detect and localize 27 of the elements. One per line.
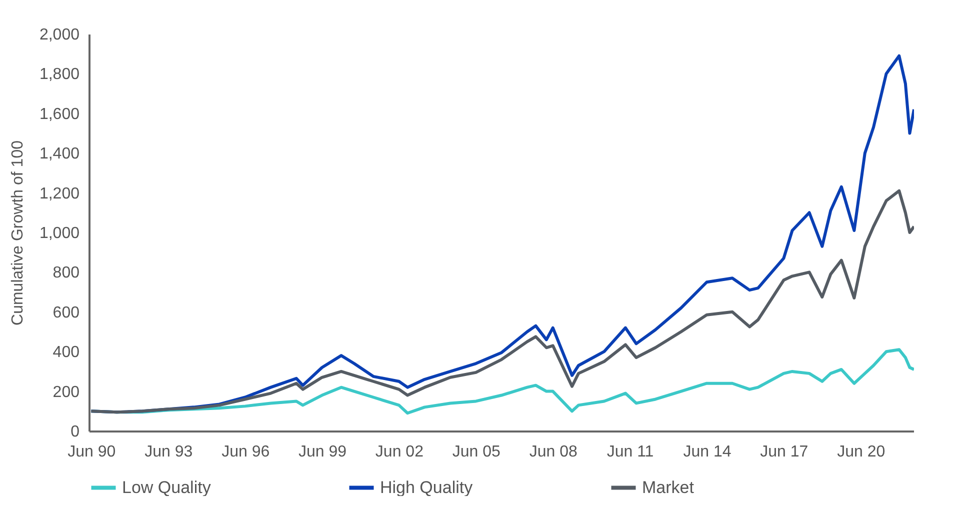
y-tick-label: 400 xyxy=(52,344,80,362)
x-tick-label: Jun 11 xyxy=(606,444,654,460)
y-tick-label: 1,200 xyxy=(39,185,80,202)
x-tick-label: Jun 08 xyxy=(529,444,578,460)
x-tick-label: Jun 17 xyxy=(760,444,808,460)
y-tick-label: 1,400 xyxy=(39,146,80,163)
y-axis-title: Cumulative Growth of 100 xyxy=(9,140,26,326)
x-tick-label: Jun 02 xyxy=(375,444,424,460)
y-tick-label: 200 xyxy=(52,384,80,401)
y-tick-label: 0 xyxy=(70,424,80,440)
legend-label: Low Quality xyxy=(122,478,212,497)
x-tick-label: Jun 93 xyxy=(144,444,193,460)
y-tick-label: 1,800 xyxy=(39,66,80,84)
y-tick-label: 1,000 xyxy=(39,225,80,242)
x-tick-label: Jun 14 xyxy=(683,444,732,460)
y-tick-label: 800 xyxy=(52,264,80,282)
legend-label: High Quality xyxy=(380,478,474,497)
x-tick-label: Jun 99 xyxy=(298,444,347,460)
x-tick-label: Jun 90 xyxy=(68,444,116,460)
y-tick-label: 1,600 xyxy=(39,106,80,123)
x-tick-label: Jun 05 xyxy=(452,444,501,460)
x-tick-label: Jun 96 xyxy=(222,444,270,460)
x-tick-label: Jun 20 xyxy=(837,444,886,460)
legend-label: Market xyxy=(642,478,694,497)
y-tick-label: 2,000 xyxy=(39,26,80,44)
y-tick-label: 600 xyxy=(52,304,80,322)
line-series xyxy=(90,189,914,414)
